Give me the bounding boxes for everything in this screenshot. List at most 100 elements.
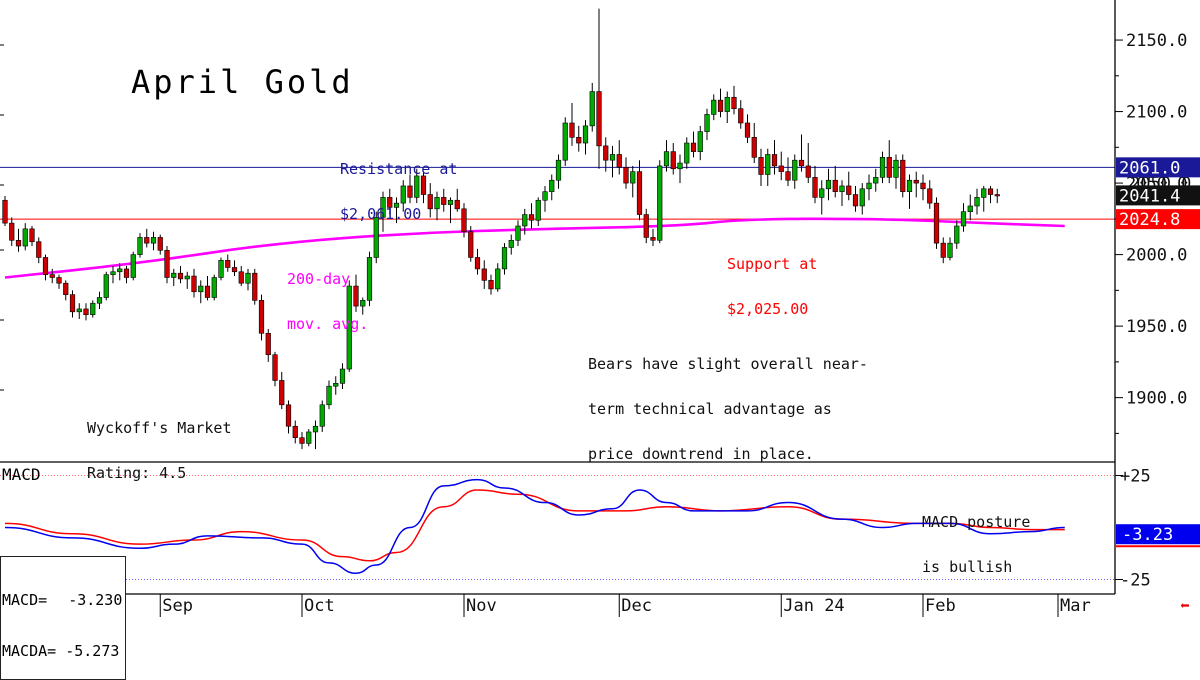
candle [468, 225, 474, 262]
candle-body-up [549, 179, 555, 192]
candle-body-down [353, 285, 359, 307]
candle [832, 165, 838, 198]
candle-body-down [987, 188, 994, 195]
candle [15, 228, 22, 252]
candle-body-up [873, 177, 879, 184]
candle-body-down [387, 197, 393, 208]
candle [366, 251, 373, 307]
candle [339, 363, 346, 390]
candle-body-up [765, 154, 771, 175]
candle [400, 180, 406, 212]
candle-body-down [468, 231, 474, 258]
candle-body-down [231, 267, 238, 273]
candle [670, 143, 676, 175]
candle-body-down [292, 425, 298, 438]
candle [360, 297, 366, 315]
candle-body-up [555, 159, 562, 181]
candle-body-down [832, 179, 838, 192]
candle [123, 266, 130, 284]
candle-body-down [940, 242, 946, 258]
macd-readout: MACD= -3.230 MACDA= -5.273 [0, 556, 127, 680]
candle [56, 274, 62, 289]
candle-body-up [609, 154, 616, 161]
macd-posture: MACD posture is bullish [922, 485, 1030, 590]
candle [765, 148, 771, 186]
candle-body-down [596, 91, 602, 147]
price-tick-label: 1950.0 [1126, 317, 1187, 337]
candle [9, 217, 15, 247]
candle-body-up [866, 182, 872, 190]
candle-body-down [636, 171, 643, 215]
candle [312, 420, 319, 450]
candle-body-up [117, 268, 123, 273]
candle-body-up [960, 211, 967, 227]
candle-body-up [306, 431, 312, 444]
candle [744, 114, 751, 144]
candle [798, 134, 805, 172]
candle-body-down [279, 380, 285, 406]
candle [724, 91, 730, 124]
candle-body-up [630, 171, 636, 184]
candle-body-up [819, 188, 825, 198]
scroll-arrow-icon[interactable]: ⬅ [1180, 596, 1190, 615]
candle [825, 168, 832, 201]
candle [859, 183, 865, 215]
candle-body-up [218, 260, 224, 278]
candle [785, 157, 791, 186]
bears-annotation: Bears have slight overall near- term tec… [588, 327, 868, 477]
price-tick-label: 2000.0 [1126, 246, 1187, 266]
candle-body-down [731, 96, 737, 110]
candle-body-up [724, 96, 730, 112]
candle [474, 248, 481, 275]
candle [636, 160, 643, 221]
candle [420, 171, 427, 204]
candle-body-down [441, 197, 447, 205]
resistance-label-line1: Resistance at [340, 160, 458, 178]
candle-body-down [846, 185, 852, 195]
candle-body-up [974, 197, 980, 207]
readout-signal-label: MACDA= [2, 642, 57, 660]
candle-body-up [150, 237, 157, 244]
candle [130, 251, 136, 281]
candle-body-up [211, 277, 217, 298]
candle [22, 223, 28, 251]
candle-body-down [42, 257, 49, 275]
candle [76, 303, 82, 319]
candle-body-down [49, 274, 55, 278]
candle [157, 234, 163, 255]
candle-body-down [805, 165, 811, 178]
candle [603, 137, 609, 172]
candle-body-up [825, 179, 832, 190]
candle-body-up [704, 114, 710, 132]
candle [684, 137, 690, 169]
candle-body-up [333, 383, 339, 387]
chart-title: April Gold [131, 63, 354, 101]
candle [49, 268, 55, 284]
candle [218, 257, 224, 281]
candle [171, 268, 177, 287]
candle-body-down [83, 308, 89, 315]
candle [461, 203, 467, 238]
candle [515, 220, 521, 247]
candle-body-up [792, 159, 798, 181]
candle [690, 131, 697, 158]
month-label: Sep [162, 596, 193, 616]
candle-body-up [198, 285, 204, 293]
candle-body-down [474, 257, 481, 270]
candle [947, 237, 953, 261]
candle [164, 246, 170, 284]
candle [380, 191, 386, 232]
candle [177, 266, 184, 284]
wyckoff-line1: Wyckoff's Market [87, 419, 232, 437]
candle-body-up [677, 162, 683, 170]
support-tag-bg [1116, 209, 1200, 230]
candle [441, 188, 447, 212]
candle-body-down [738, 108, 744, 124]
month-label: Feb [925, 596, 956, 616]
candle-body-down [63, 282, 69, 295]
candle [198, 280, 204, 304]
candle-body-up [103, 274, 109, 298]
candle-body-down [650, 237, 656, 241]
candle [738, 100, 744, 129]
candle-body-down [265, 332, 271, 356]
